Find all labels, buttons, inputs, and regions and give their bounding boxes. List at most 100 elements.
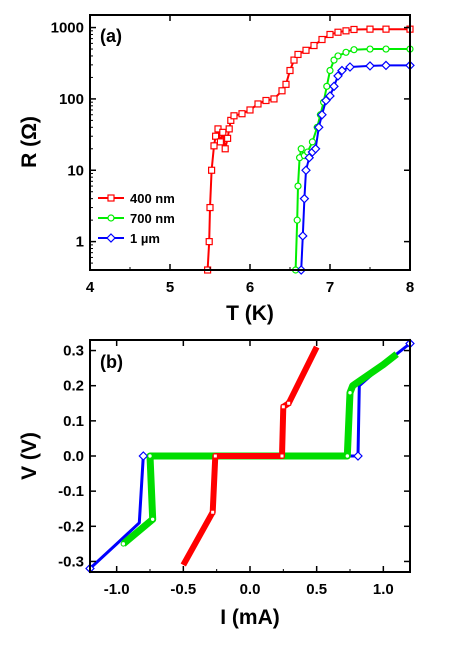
- panel-b-x-tick-label-1: -0.5: [170, 581, 196, 598]
- panel-a-point-0-18: [270, 95, 278, 103]
- panel-b-blue-marker-0: [138, 451, 149, 461]
- panel-a-point-2-10: [325, 91, 335, 101]
- panel-a-point-1-4: [297, 145, 305, 153]
- panel-a-y-tick-label-0: 1: [76, 234, 84, 251]
- panel-a-point-2-4: [304, 152, 315, 163]
- panel-a-point-1-14: [334, 52, 342, 60]
- panel-a-point-0-31: [366, 25, 374, 33]
- panel-a-x-tick-label-2: 6: [246, 279, 254, 296]
- panel-a-point-0-8: [219, 128, 227, 136]
- panel-a-series-layer: [204, 25, 415, 275]
- panel-b-y-tick-label-1: -0.2: [58, 518, 84, 535]
- panel-a-point-0-14: [238, 110, 246, 118]
- panel-a-point-0-19: [278, 87, 286, 95]
- panel-b-y-tick-label-5: 0.2: [63, 378, 84, 395]
- panel-a-point-0-1: [205, 238, 213, 246]
- panel-a-point-2-6: [310, 143, 321, 154]
- panel-a-y-tick-label-1: 10: [67, 162, 84, 179]
- panel-b-series-line-1: [121, 351, 399, 547]
- panel-a-x-axis-title: T (K): [226, 302, 274, 325]
- panel-a-point-0-21: [286, 66, 294, 75]
- panel-a-point-0-27: [326, 30, 334, 39]
- panel-b-x-tick-label-2: 0.0: [240, 581, 261, 598]
- panel-a-ticks: 4 5 6 7 8 1 10 100 1000: [51, 15, 414, 296]
- legend-label-2: 1 µm: [130, 231, 160, 246]
- panel-a-point-0-9: [221, 145, 229, 153]
- panel-a-x-tick-label-3: 7: [326, 279, 334, 296]
- panel-a-point-0-10: [224, 134, 232, 142]
- panel-a-label: (a): [100, 26, 122, 46]
- panel-a-y-tick-label-2: 100: [59, 91, 84, 108]
- panel-b-ticks: -1.0 -0.5 0.0 0.5 1.0 -0.3 -0.2 -0.1 0.0 0.1 0.2 0.…: [58, 340, 410, 598]
- panel-a-point-0-4: [210, 142, 218, 150]
- panel-a-point-1-16: [350, 46, 358, 54]
- panel-b-green-marker-1: [344, 453, 351, 459]
- panel-a-point-0-30: [350, 25, 358, 34]
- panel-a-point-1-1: [293, 216, 301, 224]
- panel-b-y-tick-label-0: -0.3: [58, 553, 84, 570]
- panel-a-point-2-11: [329, 81, 339, 92]
- panel-a-point-1-7: [308, 138, 316, 146]
- panel-b-y-tick-label-4: 0.1: [63, 413, 84, 430]
- panel-b-label: (b): [100, 352, 123, 372]
- panel-a-point-1-2: [294, 182, 302, 190]
- panel-a-x-tick-label-1: 5: [166, 279, 174, 296]
- panel-a-point-0-3: [208, 166, 216, 174]
- panel-b-red-marker-3: [286, 400, 292, 406]
- panel-b-x-tick-label-4: 1.0: [373, 581, 394, 598]
- panel-a-point-0-2: [206, 203, 214, 212]
- panel-b-y-tick-label-6: 0.3: [63, 343, 84, 360]
- panel-a-point-2-8: [317, 109, 327, 120]
- panel-b: -1.0 -0.5 0.0 0.5 1.0 -0.3 -0.2 -0.1 0.0 0.1 0.2 0.…: [18, 338, 415, 629]
- panel-b-green-marker-0: [147, 453, 153, 459]
- panel-b-green-marker-4: [120, 541, 127, 547]
- panel-a-point-0-29: [342, 27, 350, 35]
- panel-a-point-0-16: [254, 100, 262, 108]
- panel-a-x-tick-label-4: 8: [406, 279, 414, 296]
- panel-a-point-1-11: [323, 82, 331, 90]
- panel-a-point-1-12: [326, 66, 334, 75]
- legend-marker-0: [107, 194, 115, 202]
- panel-a-point-2-3: [301, 165, 311, 176]
- panel-a-point-0-17: [262, 96, 270, 105]
- legend-marker-1: [107, 214, 115, 222]
- panel-a-point-2-13: [337, 65, 347, 76]
- panel-a-point-0-32: [382, 25, 390, 33]
- panel-a-point-0-26: [318, 35, 326, 44]
- panel-a-point-1-17: [366, 45, 374, 53]
- panel-a-point-2-2: [299, 193, 310, 204]
- panel-a-point-0-15: [246, 106, 254, 114]
- panel-b-green-marker-3: [347, 390, 353, 396]
- panel-b-red-marker-1: [279, 453, 285, 459]
- panel-a-x-tick-label-0: 4: [86, 279, 95, 296]
- panel-b-x-axis-title: I (mA): [220, 606, 280, 629]
- panel-b-red-marker-4: [210, 509, 216, 515]
- panel-a-y-axis-title: R (Ω): [18, 116, 41, 168]
- panel-b-blue-marker-1: [353, 451, 363, 461]
- panel-a: 4 5 6 7 8 1 10 100 1000 (a) T (K) R (Ω) 400 nm 70…: [18, 14, 415, 325]
- panel-b-x-tick-label-3: 0.5: [306, 581, 327, 598]
- panel-a-point-0-28: [334, 28, 342, 36]
- panel-b-green-marker-2: [149, 516, 156, 522]
- panel-a-point-2-1: [297, 231, 308, 241]
- panel-a-legend: 400 nm 700 nm 1 µm: [98, 191, 175, 246]
- legend-marker-2: [106, 233, 116, 243]
- panel-a-point-2-14: [345, 62, 355, 72]
- panel-b-x-tick-label-0: -1.0: [104, 581, 130, 598]
- panel-b-y-tick-label-3: 0.0: [63, 448, 84, 465]
- panel-a-point-0-20: [282, 80, 290, 88]
- panel-a-point-0-23: [294, 50, 302, 59]
- panel-a-point-0-22: [290, 56, 298, 64]
- panel-a-point-0-11: [225, 125, 233, 133]
- panel-a-point-2-15: [365, 61, 375, 71]
- panel-a-y-tick-label-3: 1000: [51, 20, 84, 37]
- panel-b-y-tick-label-2: -0.1: [58, 483, 84, 500]
- panel-b-red-marker-2: [280, 404, 286, 410]
- panel-b-red-marker-0: [212, 453, 218, 459]
- panel-a-point-1-15: [342, 48, 350, 56]
- panel-a-point-1-18: [382, 45, 390, 53]
- panel-a-point-0-24: [302, 46, 310, 54]
- panel-b-series-layer: [85, 338, 415, 574]
- panel-a-series-line-1: [294, 48, 410, 271]
